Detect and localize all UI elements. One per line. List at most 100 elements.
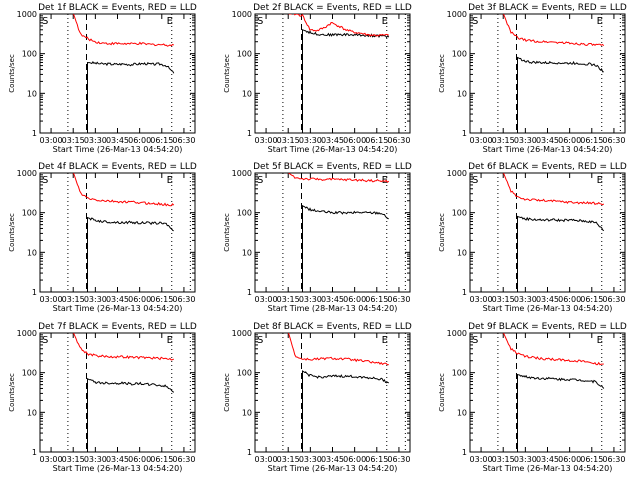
y-axis-label: Counts/sec: [8, 54, 16, 93]
end-marker: E: [597, 335, 603, 346]
panel-title: Det 5f BLACK = Events, RED = LLD: [253, 162, 412, 172]
y-tick-label: 1000: [17, 329, 37, 338]
x-tick-label: 06:00: [343, 136, 366, 145]
x-tick-label: 06:30: [172, 455, 195, 464]
x-tick-label: 03:45: [106, 136, 129, 145]
x-tick-label: 06:00: [558, 136, 581, 145]
x-tick-label: 03:15: [277, 136, 300, 145]
x-axis-label: Start Time (26-Mar-13 04:54:20): [53, 464, 183, 473]
x-axis-label: Start Time (26-Mar-13 04:54:20): [483, 304, 613, 313]
start-marker: S: [472, 335, 478, 346]
x-tick-label: 06:00: [558, 295, 581, 304]
x-tick-label: 03:15: [62, 136, 85, 145]
events-series-line: [87, 216, 174, 292]
x-tick-label: 03:00: [470, 136, 493, 145]
x-axis-label: Start Time (26-Mar-13 04:54:20): [268, 464, 398, 473]
end-marker: E: [382, 16, 388, 27]
y-tick-label: 100: [237, 50, 252, 59]
y-tick-label: 1: [247, 448, 252, 457]
start-marker: S: [42, 16, 48, 27]
x-axis-label: Start Time (26-Mar-13 04:54:20): [53, 304, 183, 313]
x-tick-label: 06:00: [128, 136, 151, 145]
x-tick-label: 06:30: [387, 455, 410, 464]
panel-title: Det 9f BLACK = Events, RED = LLD: [468, 322, 627, 332]
x-axis-label: Start Time (28-Mar-13 04:54:20): [268, 304, 398, 313]
y-tick-label: 1: [247, 288, 252, 297]
plot-frame: [469, 13, 626, 134]
panel-1: Det 1f BLACK = Events, RED = LLD 1 10 100 10…: [8, 3, 197, 154]
panel-title: Det 2f BLACK = Events, RED = LLD: [253, 3, 412, 13]
x-tick-label: 06:15: [150, 295, 173, 304]
events-series-line: [302, 370, 390, 452]
x-tick-label: 06:15: [150, 455, 173, 464]
x-tick-label: 06:15: [580, 295, 603, 304]
x-tick-label: 03:30: [84, 455, 107, 464]
end-marker: E: [167, 335, 173, 346]
x-tick-label: 03:45: [321, 136, 344, 145]
x-tick-label: 03:30: [299, 295, 322, 304]
y-tick-label: 1000: [447, 169, 467, 178]
x-tick-label: 03:30: [514, 136, 537, 145]
start-marker: S: [42, 335, 48, 346]
x-tick-label: 03:45: [536, 136, 559, 145]
y-tick-label: 100: [452, 369, 467, 378]
x-tick-label: 03:15: [62, 455, 85, 464]
x-tick-label: 03:30: [299, 455, 322, 464]
lld-series-line: [288, 333, 389, 366]
x-tick-label: 06:15: [580, 136, 603, 145]
plot-frame: [254, 13, 411, 134]
x-tick-label: 03:15: [492, 136, 515, 145]
panel-3: Det 3f BLACK = Events, RED = LLD 1 10 100 10…: [438, 3, 627, 154]
end-marker: E: [167, 16, 173, 27]
x-tick-label: 03:30: [514, 295, 537, 304]
x-tick-label: 06:30: [387, 295, 410, 304]
x-tick-label: 06:30: [602, 136, 625, 145]
y-tick-label: 10: [242, 89, 252, 98]
x-tick-label: 03:00: [470, 455, 493, 464]
y-tick-label: 1000: [17, 169, 37, 178]
panel-title: Det 7f BLACK = Events, RED = LLD: [38, 322, 197, 332]
end-marker: E: [382, 335, 388, 346]
x-axis-label: Start Time (26-Mar-13 04:54:20): [53, 145, 183, 154]
start-marker: S: [472, 175, 478, 186]
end-marker: E: [597, 16, 603, 27]
panel-title: Det 4f BLACK = Events, RED = LLD: [38, 162, 197, 172]
x-tick-label: 06:00: [128, 455, 151, 464]
x-tick-label: 03:00: [255, 295, 278, 304]
x-tick-label: 06:00: [343, 455, 366, 464]
x-tick-label: 03:15: [277, 295, 300, 304]
y-axis-label: Counts/sec: [8, 373, 16, 412]
x-tick-label: 03:45: [106, 295, 129, 304]
x-tick-label: 03:30: [299, 136, 322, 145]
x-tick-label: 03:15: [492, 295, 515, 304]
x-tick-label: 03:15: [277, 455, 300, 464]
y-tick-label: 100: [237, 369, 252, 378]
x-tick-label: 03:45: [321, 455, 344, 464]
plot-frame: [39, 332, 196, 453]
events-series-line: [302, 29, 390, 133]
events-series-line: [517, 215, 605, 292]
panel-title: Det 8f BLACK = Events, RED = LLD: [253, 322, 412, 332]
y-axis-label: Counts/sec: [223, 373, 231, 412]
x-tick-label: 06:15: [580, 455, 603, 464]
events-series-line: [87, 378, 175, 452]
y-axis-label: Counts/sec: [438, 213, 446, 252]
y-tick-label: 1: [32, 129, 37, 138]
y-tick-label: 1: [32, 288, 37, 297]
panel-title: Det 1f BLACK = Events, RED = LLD: [38, 3, 197, 13]
events-series-line: [302, 204, 389, 292]
y-tick-label: 100: [237, 209, 252, 218]
x-tick-label: 06:15: [150, 136, 173, 145]
lld-series-line: [288, 14, 390, 37]
start-marker: S: [472, 16, 478, 27]
x-tick-label: 03:00: [40, 295, 63, 304]
y-tick-label: 1000: [447, 10, 467, 19]
y-tick-label: 10: [242, 408, 252, 417]
y-tick-label: 1: [32, 448, 37, 457]
x-tick-label: 06:00: [343, 295, 366, 304]
x-tick-label: 03:15: [492, 455, 515, 464]
y-tick-label: 1000: [232, 329, 252, 338]
plot-frame: [254, 172, 411, 293]
y-tick-label: 10: [457, 408, 467, 417]
events-series-line: [517, 56, 604, 133]
